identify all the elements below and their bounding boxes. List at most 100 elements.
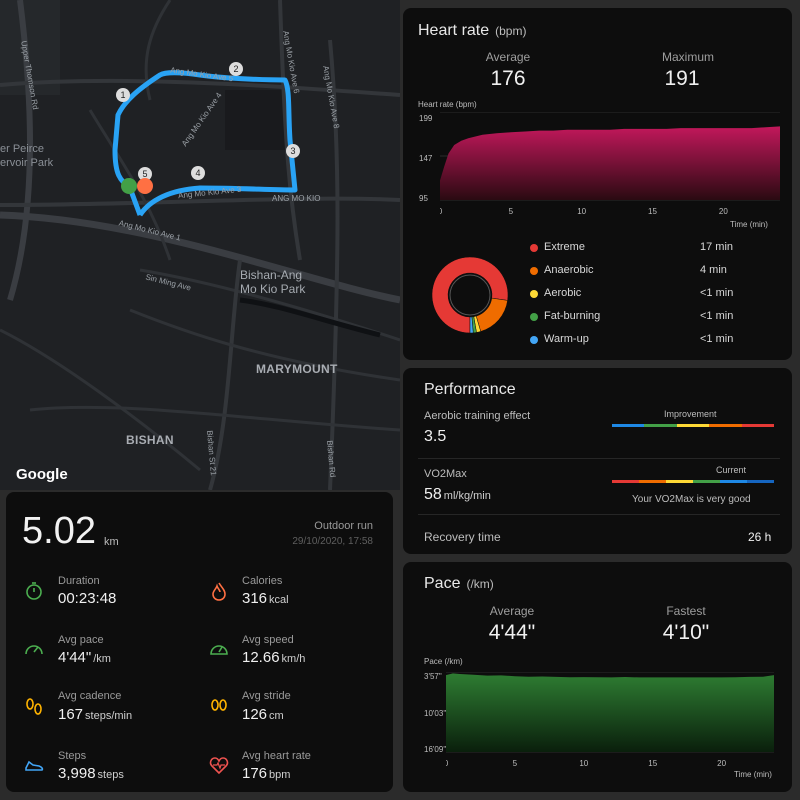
zone-row-extreme[interactable]: Extreme 17 min bbox=[530, 241, 760, 259]
pace-average-label: Average bbox=[489, 604, 535, 618]
map-road bbox=[29, 405, 400, 432]
steps-value: 3,998 steps bbox=[58, 765, 124, 782]
aerobic-effect-bar bbox=[612, 424, 775, 427]
aerobic-effect-label: Aerobic training effect bbox=[424, 410, 531, 422]
map-road bbox=[129, 308, 400, 382]
perf-divider bbox=[418, 458, 780, 459]
pace-title: Pace (/km) bbox=[424, 575, 494, 592]
finish-marker-icon[interactable] bbox=[137, 178, 153, 194]
avg-cadence-label: Avg cadence bbox=[58, 690, 122, 702]
hr-y-tick: 95 bbox=[419, 194, 428, 203]
zone-dot bbox=[530, 290, 538, 298]
hr-x-tick: 0 bbox=[440, 207, 443, 216]
avg-speed-label: Avg speed bbox=[242, 634, 294, 646]
map-road bbox=[208, 259, 242, 490]
pace-chart-title: Pace (/km) bbox=[424, 657, 463, 666]
avg-heart-rate-label: Avg heart rate bbox=[242, 750, 311, 762]
pace-fastest-label: Fastest bbox=[666, 604, 706, 618]
aerobic-effect-value: 3.5 bbox=[424, 428, 447, 445]
pace-y-tick: 10'03" bbox=[424, 709, 447, 718]
km-marker-4[interactable]: 4 bbox=[191, 166, 205, 180]
distance-unit: km bbox=[104, 536, 119, 548]
map-road bbox=[139, 268, 400, 342]
hr-average-label: Average bbox=[485, 50, 531, 64]
vo2max-status: Current bbox=[716, 465, 747, 475]
pace-x-tick: 20 bbox=[717, 759, 726, 768]
avg-speed-value: 12.66 km/h bbox=[242, 649, 306, 666]
heart-rate-icon bbox=[209, 757, 229, 775]
zone-row-anaerobic[interactable]: Anaerobic 4 min bbox=[530, 264, 760, 282]
run-route-path bbox=[112, 70, 298, 217]
hr-max-label: Maximum bbox=[661, 50, 714, 64]
performance-card bbox=[403, 368, 792, 554]
vo2max-label: VO2Max bbox=[424, 468, 467, 480]
hr-x-tick: 5 bbox=[509, 207, 514, 216]
flame-icon bbox=[212, 582, 226, 601]
map-road bbox=[144, 0, 172, 101]
donut-slice-warm-up[interactable] bbox=[469, 316, 474, 334]
hr-max-value: 191 bbox=[664, 67, 700, 90]
zone-name: Extreme bbox=[544, 241, 585, 253]
map-label-marymount: MARYMOUNT bbox=[256, 362, 338, 376]
zone-dot bbox=[530, 313, 538, 321]
hr-zone-donut-chart[interactable] bbox=[425, 250, 515, 340]
pace-y-tick: 3'57" bbox=[424, 672, 442, 681]
pace-x-tick: 0 bbox=[446, 759, 449, 768]
map-block bbox=[225, 90, 285, 150]
zone-dot bbox=[530, 336, 538, 344]
zone-dot bbox=[530, 267, 538, 275]
map-road bbox=[7, 0, 33, 301]
zone-row-aerobic[interactable]: Aerobic <1 min bbox=[530, 287, 760, 305]
map-canvas[interactable] bbox=[0, 0, 400, 490]
duration-label: Duration bbox=[58, 575, 100, 587]
stopwatch-icon bbox=[26, 582, 42, 600]
hr-x-tick: 15 bbox=[648, 207, 657, 216]
vo2max-note: Your VO2Max is very good bbox=[632, 494, 751, 505]
map-label-amk: ANG MO KIO bbox=[272, 194, 321, 203]
zone-dot bbox=[530, 244, 538, 252]
km-marker-1[interactable]: 1 bbox=[116, 88, 130, 102]
shoe-icon bbox=[25, 760, 44, 771]
map-label-reservoir: er Peirce ervoir Park bbox=[0, 143, 54, 169]
activity-datetime: 29/10/2020, 17:58 bbox=[292, 536, 373, 547]
pace-x-tick: 15 bbox=[648, 759, 657, 768]
summary-card bbox=[6, 492, 393, 792]
pace-area-series bbox=[446, 673, 774, 752]
hr-x-tick: 20 bbox=[719, 207, 728, 216]
hr-chart-title: Heart rate (bpm) bbox=[418, 100, 477, 109]
heart-rate-title: Heart rate (bpm) bbox=[418, 22, 527, 39]
footprints-icon bbox=[26, 698, 42, 715]
calories-label: Calories bbox=[242, 575, 283, 587]
zone-row-warm-up[interactable]: Warm-up <1 min bbox=[530, 333, 760, 351]
route-map[interactable]: Upper Thomson Rd er Peirce ervoir Park A… bbox=[0, 0, 400, 490]
duration-value: 00:23:48 bbox=[58, 590, 117, 607]
map-road bbox=[0, 328, 201, 472]
start-marker-icon[interactable] bbox=[121, 178, 137, 194]
heart-rate-chart[interactable]: 0 5 10 15 20 bbox=[440, 112, 780, 222]
km-marker-2[interactable]: 2 bbox=[229, 62, 243, 76]
map-road bbox=[0, 196, 400, 207]
aerobic-status: Improvement bbox=[664, 409, 717, 419]
zone-duration: <1 min bbox=[700, 333, 734, 345]
zone-name: Warm-up bbox=[544, 333, 589, 345]
recovery-time-label: Recovery time bbox=[424, 530, 501, 544]
donut-hole bbox=[449, 274, 491, 316]
zone-duration: <1 min bbox=[700, 287, 734, 299]
zone-name: Fat-burning bbox=[544, 310, 601, 322]
recovery-time-value: 26 h bbox=[748, 530, 772, 544]
avg-stride-value: 126 cm bbox=[242, 706, 284, 723]
calories-value: 316 kcal bbox=[242, 590, 289, 607]
pace-chart[interactable]: 0 5 10 15 20 bbox=[446, 672, 776, 780]
hr-area-series bbox=[440, 126, 780, 200]
map-road bbox=[0, 211, 400, 304]
hr-x-tick: 10 bbox=[577, 207, 586, 216]
km-marker-3[interactable]: 3 bbox=[286, 144, 300, 158]
km-marker-5[interactable]: 5 bbox=[138, 167, 152, 181]
vo2max-bar bbox=[612, 480, 774, 483]
avg-stride-label: Avg stride bbox=[242, 690, 291, 702]
speedometer-icon bbox=[210, 645, 228, 655]
zone-duration: 17 min bbox=[700, 241, 734, 253]
donut-slice-extreme[interactable] bbox=[431, 256, 509, 334]
avg-pace-value: 4'44"/km bbox=[58, 649, 111, 666]
zone-row-fat-burning[interactable]: Fat-burning <1 min bbox=[530, 310, 760, 328]
